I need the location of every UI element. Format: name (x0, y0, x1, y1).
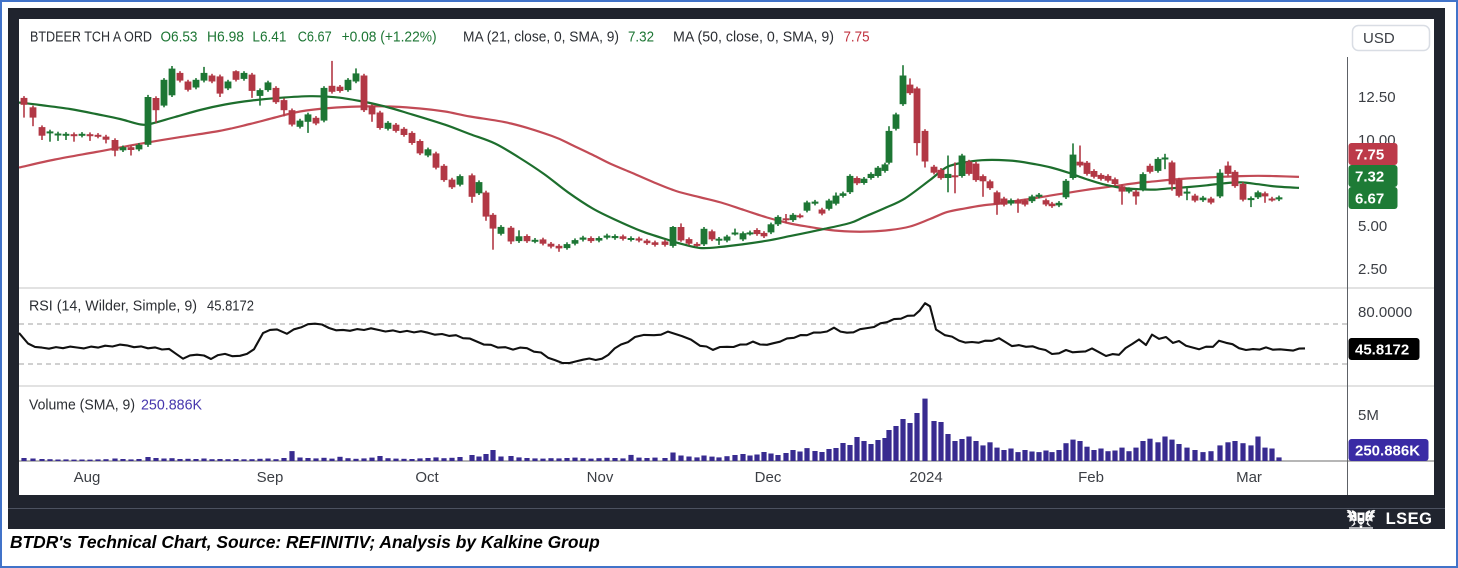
svg-text:Oct: Oct (415, 469, 439, 486)
svg-text:+0.08 (+1.22%): +0.08 (+1.22%) (342, 29, 437, 46)
svg-text:Feb: Feb (1078, 469, 1104, 486)
svg-text:5.00: 5.00 (1358, 218, 1387, 235)
svg-text:Mar: Mar (1236, 469, 1262, 486)
svg-text:250.886K: 250.886K (1355, 443, 1420, 460)
svg-text:USD: USD (1363, 30, 1395, 47)
svg-text:MA (21, close, 0, SMA, 9): MA (21, close, 0, SMA, 9) (463, 29, 619, 46)
svg-text:6.67: 6.67 (1355, 191, 1384, 208)
svg-text:45.8172: 45.8172 (1355, 342, 1409, 359)
svg-text:Nov: Nov (587, 469, 614, 486)
svg-text:7.32: 7.32 (628, 29, 654, 46)
svg-text:7.75: 7.75 (1355, 147, 1384, 164)
svg-text:Aug: Aug (74, 469, 101, 486)
svg-text:7.75: 7.75 (844, 29, 870, 46)
svg-text:2024: 2024 (909, 469, 942, 486)
svg-text:MA (50, close, 0, SMA, 9): MA (50, close, 0, SMA, 9) (673, 29, 834, 46)
svg-text:O6.53: O6.53 (161, 29, 198, 46)
svg-text:45.8172: 45.8172 (207, 298, 254, 315)
svg-text:C6.67: C6.67 (298, 29, 332, 46)
svg-text:7.32: 7.32 (1355, 169, 1384, 186)
svg-text:12.50: 12.50 (1358, 89, 1396, 106)
svg-text:250.886K: 250.886K (141, 397, 202, 414)
svg-text:2.50: 2.50 (1358, 261, 1387, 278)
svg-text:5M: 5M (1358, 407, 1379, 424)
svg-text:Sep: Sep (257, 469, 284, 486)
svg-text:80.0000: 80.0000 (1358, 304, 1412, 321)
svg-text:Dec: Dec (755, 469, 782, 486)
svg-text:Volume (SMA, 9): Volume (SMA, 9) (29, 397, 135, 414)
svg-text:BTDEER TCH A ORD: BTDEER TCH A ORD (30, 29, 152, 46)
svg-text:L6.41: L6.41 (252, 29, 286, 46)
svg-text:H6.98: H6.98 (207, 29, 244, 46)
svg-text:RSI (14, Wilder, Simple, 9): RSI (14, Wilder, Simple, 9) (29, 298, 197, 315)
